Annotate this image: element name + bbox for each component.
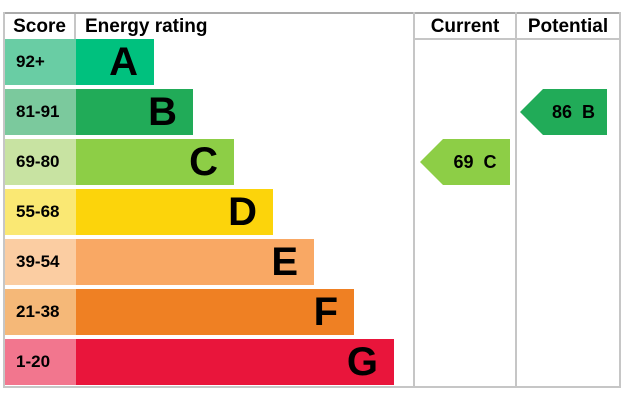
band-letter: A (109, 40, 138, 84)
band-letter: B (148, 90, 177, 134)
score-range-label: 92+ (5, 39, 76, 85)
band-bar-g: G (76, 339, 394, 385)
potential-rating-arrow: 86 B (520, 89, 607, 135)
table-border-top (3, 12, 621, 14)
band-row-g: 1-20 G (5, 339, 619, 385)
potential-column-header: Potential (527, 15, 609, 37)
band-bar-a: A (76, 39, 154, 85)
band-rows: 92+ A 81-91 B 69-80 C 55-68 D (5, 39, 619, 389)
band-bar-c: C (76, 139, 234, 185)
band-letter: C (189, 140, 218, 184)
band-letter: E (271, 240, 298, 284)
current-column-divider (413, 12, 415, 388)
energy-rating-table: Score Energy rating Current Potential 92… (3, 12, 621, 390)
potential-rating-band: B (582, 101, 596, 122)
band-letter: F (313, 290, 338, 334)
band-row-d: 55-68 D (5, 189, 619, 235)
band-row-c: 69-80 C (5, 139, 619, 185)
band-bar-e: E (76, 239, 314, 285)
potential-column-divider (515, 12, 517, 388)
band-row-e: 39-54 E (5, 239, 619, 285)
score-range-label: 1-20 (5, 339, 76, 385)
score-range-label: 21-38 (5, 289, 76, 335)
score-range-label: 55-68 (5, 189, 76, 235)
table-border-left (3, 12, 5, 388)
band-bar-b: B (76, 89, 193, 135)
potential-rating-value: 86 (551, 101, 573, 122)
current-column-header: Current (430, 15, 500, 37)
score-range-label: 81-91 (5, 89, 76, 135)
energy-rating-column-header: Energy rating (85, 15, 208, 37)
band-row-f: 21-38 F (5, 289, 619, 335)
band-letter: G (346, 340, 378, 384)
table-border-right (619, 12, 621, 388)
band-bar-d: D (76, 189, 273, 235)
band-bar-f: F (76, 289, 354, 335)
table-border-bottom (3, 386, 621, 388)
current-rating-value: 69 (453, 151, 474, 172)
score-column-divider (74, 14, 76, 39)
band-row-b: 81-91 B (5, 89, 619, 135)
band-row-a: 92+ A (5, 39, 619, 85)
band-letter: D (228, 190, 257, 234)
score-range-label: 69-80 (5, 139, 76, 185)
current-rating-band: C (483, 151, 497, 172)
score-range-label: 39-54 (5, 239, 76, 285)
score-column-header: Score (13, 15, 66, 37)
header-underline (413, 38, 621, 40)
